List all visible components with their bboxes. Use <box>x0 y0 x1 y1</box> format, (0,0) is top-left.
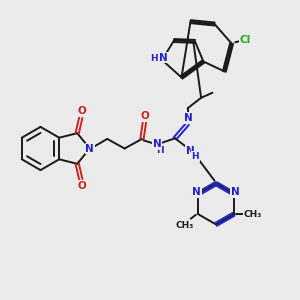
Text: H: H <box>156 146 164 155</box>
Text: N: N <box>192 187 201 197</box>
Text: N: N <box>186 146 195 156</box>
Text: CH₃: CH₃ <box>244 210 262 219</box>
Text: O: O <box>77 181 86 191</box>
Text: N: N <box>231 187 240 197</box>
Text: Cl: Cl <box>239 35 251 45</box>
Text: N: N <box>153 139 161 149</box>
Text: H: H <box>150 54 158 63</box>
Text: H: H <box>192 152 199 161</box>
Text: O: O <box>77 106 86 116</box>
Text: O: O <box>140 111 149 121</box>
Text: N: N <box>85 143 94 154</box>
Text: N: N <box>184 113 193 123</box>
Text: N: N <box>159 52 168 63</box>
Text: CH₃: CH₃ <box>176 221 194 230</box>
